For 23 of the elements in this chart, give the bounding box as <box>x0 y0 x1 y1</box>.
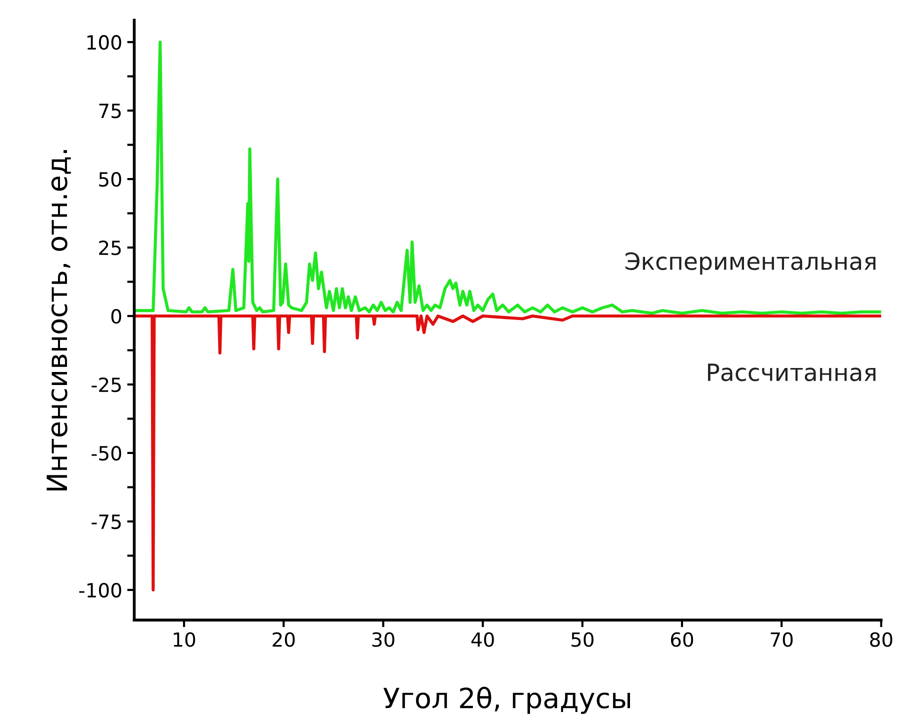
x-axis-title: Угол 2θ, градусы <box>383 686 630 714</box>
x-tick-label: 50 <box>572 632 594 647</box>
y-tick-label: -75 <box>92 514 121 530</box>
y-tick-label: -25 <box>92 377 121 392</box>
series-label: Экспериментальная <box>626 252 876 275</box>
x-tick-label: 40 <box>471 632 494 647</box>
line-series <box>134 314 882 592</box>
line-series <box>134 40 882 315</box>
x-tick-label: 10 <box>174 632 196 647</box>
x-tick-label: 30 <box>372 632 394 647</box>
y-tick-label: 100 <box>87 35 122 50</box>
x-tick-label: 60 <box>670 632 694 647</box>
x-tick-label: 70 <box>770 632 793 647</box>
y-tick-label: 0 <box>111 308 122 324</box>
y-axis-title: Интенсивность, отн.ед. <box>46 150 71 490</box>
y-tick-label: 75 <box>99 104 121 118</box>
y-tick-label: 25 <box>99 240 121 256</box>
y-tick-label: -100 <box>79 582 122 598</box>
x-tick-label: 20 <box>272 632 295 647</box>
y-tick-label: 50 <box>99 172 122 187</box>
x-tick-label: 80 <box>870 632 892 647</box>
y-tick-label: -50 <box>92 446 122 461</box>
text: Рассчитанная <box>708 364 876 382</box>
